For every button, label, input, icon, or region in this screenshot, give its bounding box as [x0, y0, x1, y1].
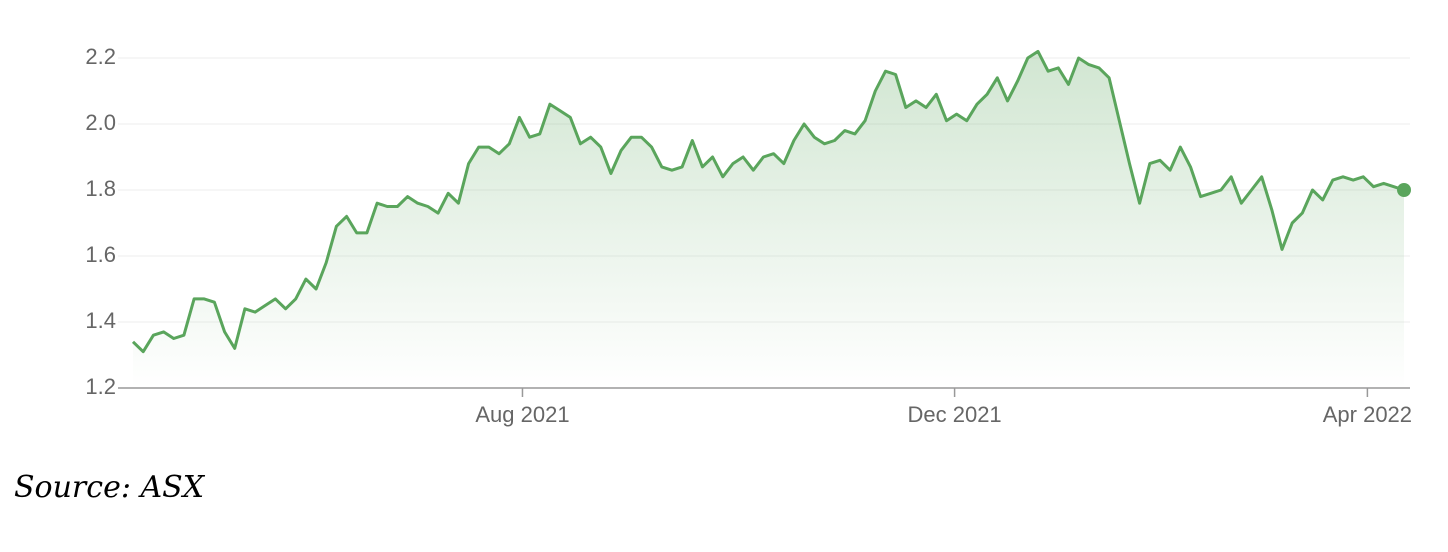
y-tick-label: 1.2 [85, 374, 116, 399]
source-note: Source: ASX [14, 470, 205, 505]
y-tick-label: 2.0 [85, 110, 116, 135]
y-tick-label: 1.4 [85, 308, 116, 333]
last-point [1397, 183, 1412, 197]
x-tick-label: Apr 2022 [1323, 402, 1412, 427]
price-line [131, 49, 1405, 354]
chart: 1.2 1.4 1.6 1.8 2.0 2.2 Aug 2021 Dec 2021 Apr 20… [85, 44, 1412, 427]
y-tick-label: 1.6 [85, 242, 116, 267]
y-tick-label: 1.8 [85, 176, 116, 201]
area [133, 51, 1405, 389]
x-tick-label: Dec 2021 [907, 402, 1001, 427]
x-tick-label: Aug 2021 [475, 402, 569, 427]
y-tick-label: 2.2 [85, 44, 116, 69]
